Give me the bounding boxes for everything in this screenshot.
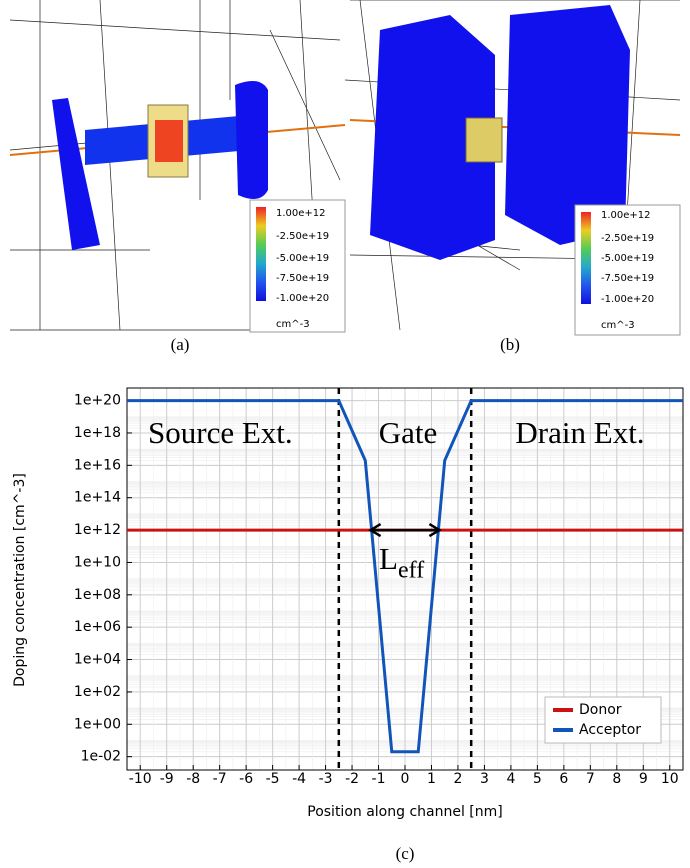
y-axis-label: Doping concentration [cm^-3]	[12, 473, 28, 687]
x-tick-label: -10	[129, 771, 152, 787]
colorbar-label: -2.50e+19	[601, 233, 654, 244]
colorbar-label: -7.50e+19	[276, 273, 329, 284]
x-tick-label: 8	[612, 771, 621, 787]
y-tick-label: 1e+04	[74, 652, 121, 668]
y-tick-label: 1e+00	[74, 716, 121, 732]
colorbar-label: -5.00e+19	[276, 253, 329, 264]
colorbar-a: 1.00e+12 -2.50e+19 -5.00e+19 -7.50e+19 -…	[250, 200, 345, 332]
region-label: Gate	[379, 415, 438, 450]
colorbar-label: -1.00e+20	[601, 294, 654, 305]
colorbar-label: -5.00e+19	[601, 253, 654, 264]
arrow-label-subscript: eff	[398, 558, 424, 584]
legend-label: Donor	[579, 702, 622, 718]
y-tick-label: 1e+10	[74, 554, 121, 570]
x-tick-label: -9	[160, 771, 174, 787]
y-tick-label: 1e+14	[74, 490, 121, 506]
panel-label: (a)	[171, 335, 190, 354]
figure: 1.00e+12 -2.50e+19 -5.00e+19 -7.50e+19 -…	[0, 0, 690, 868]
x-tick-label: 0	[401, 771, 410, 787]
y-tick-label: 1e+02	[74, 684, 121, 700]
region-label: Source Ext.	[148, 415, 293, 450]
x-tick-label: 6	[559, 771, 568, 787]
y-tick-label: 1e+08	[74, 587, 121, 603]
y-tick-label: 1e+18	[74, 425, 121, 441]
x-tick-label: -5	[266, 771, 280, 787]
colorbar-b: 1.00e+12 -2.50e+19 -5.00e+19 -7.50e+19 -…	[575, 205, 680, 335]
x-tick-label: 1	[427, 771, 436, 787]
y-tick-label: 1e+12	[74, 522, 121, 538]
y-tick-label: 1e+20	[74, 393, 121, 409]
x-tick-label: 4	[506, 771, 515, 787]
x-tick-label: 9	[639, 771, 648, 787]
x-tick-label: 2	[453, 771, 462, 787]
colorbar-label: 1.00e+12	[276, 208, 326, 219]
x-tick-label: 10	[661, 771, 679, 787]
panel-label: (c)	[396, 844, 415, 863]
y-tick-label: 1e+06	[74, 619, 121, 635]
colorbar-label: -2.50e+19	[276, 231, 329, 242]
colorbar-label: -7.50e+19	[601, 273, 654, 284]
x-tick-label: -3	[319, 771, 333, 787]
colorbar-unit: cm^-3	[276, 319, 310, 330]
panel-label: (b)	[500, 335, 520, 354]
region-label: Drain Ext.	[515, 415, 644, 450]
colorbar-unit: cm^-3	[601, 320, 635, 331]
x-tick-label: 3	[480, 771, 489, 787]
x-tick-label: -8	[186, 771, 200, 787]
colorbar-label: 1.00e+12	[601, 210, 651, 221]
x-tick-label: -6	[239, 771, 253, 787]
x-tick-label: 7	[586, 771, 595, 787]
arrow-label: L	[379, 541, 398, 576]
legend-label: Acceptor	[579, 722, 641, 738]
x-tick-label: -7	[213, 771, 227, 787]
x-tick-label: -1	[372, 771, 386, 787]
x-axis-label: Position along channel [nm]	[307, 804, 503, 820]
colorbar-label: -1.00e+20	[276, 293, 329, 304]
x-tick-label: -2	[345, 771, 359, 787]
x-tick-label: 5	[533, 771, 542, 787]
y-tick-label: 1e+16	[74, 457, 121, 473]
y-tick-label: 1e-02	[81, 749, 121, 765]
x-tick-label: -4	[292, 771, 306, 787]
